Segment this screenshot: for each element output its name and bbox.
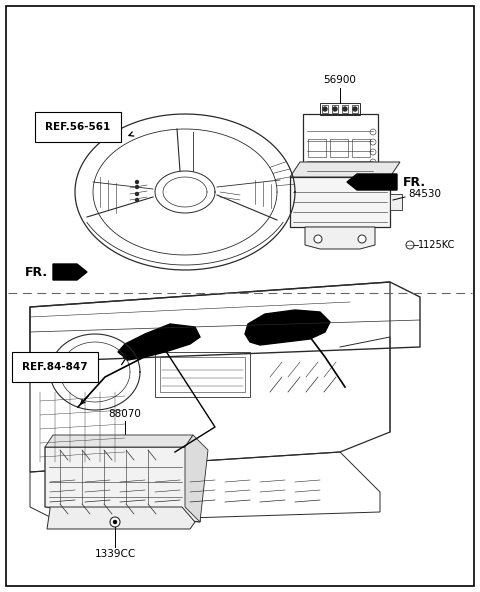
Polygon shape	[305, 227, 375, 249]
Bar	[330, 139, 348, 157]
Polygon shape	[245, 310, 330, 345]
Circle shape	[135, 192, 139, 195]
Bar	[160, 357, 245, 392]
Polygon shape	[45, 447, 200, 522]
Polygon shape	[290, 162, 400, 177]
Circle shape	[135, 185, 139, 188]
Circle shape	[323, 107, 327, 111]
Text: FR.: FR.	[403, 175, 426, 188]
Circle shape	[333, 107, 337, 111]
Bar	[390, 194, 402, 210]
Bar	[352, 105, 358, 113]
Bar	[342, 105, 348, 113]
Polygon shape	[347, 174, 397, 190]
Polygon shape	[45, 435, 193, 447]
Text: 88070: 88070	[108, 409, 142, 419]
Circle shape	[343, 107, 347, 111]
Bar	[352, 139, 370, 157]
Bar	[332, 105, 338, 113]
Text: 1125KC: 1125KC	[418, 240, 456, 250]
Text: REF.84-847: REF.84-847	[22, 362, 88, 372]
Bar	[303, 114, 378, 179]
Bar	[155, 352, 250, 397]
Text: 56900: 56900	[324, 75, 357, 85]
Bar	[290, 177, 390, 227]
Circle shape	[135, 198, 139, 201]
Text: 1339CC: 1339CC	[95, 549, 136, 559]
Bar	[308, 139, 326, 157]
Circle shape	[353, 107, 357, 111]
Text: 84530: 84530	[408, 189, 441, 199]
Circle shape	[406, 241, 414, 249]
Circle shape	[358, 235, 366, 243]
Circle shape	[110, 517, 120, 527]
Circle shape	[113, 520, 117, 523]
Circle shape	[135, 181, 139, 184]
Polygon shape	[53, 264, 87, 280]
Bar	[322, 105, 328, 113]
Text: FR.: FR.	[25, 265, 48, 278]
Polygon shape	[47, 507, 195, 529]
Polygon shape	[185, 435, 208, 522]
Text: REF.56-561: REF.56-561	[45, 122, 110, 132]
Polygon shape	[118, 324, 200, 360]
Circle shape	[314, 235, 322, 243]
Bar	[320, 103, 360, 115]
